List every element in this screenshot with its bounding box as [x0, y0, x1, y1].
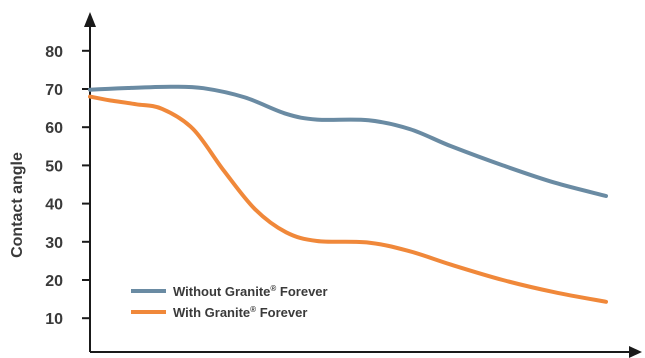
- y-axis-arrow-icon: [84, 12, 96, 27]
- y-tick-label: 80: [45, 44, 63, 61]
- legend-label: Without Granite® Forever: [173, 284, 328, 299]
- legend-label-tail: Forever: [256, 305, 307, 320]
- y-axis-ticks: 10 20 30 40 50 60 70 80: [45, 44, 90, 328]
- y-tick-label: 40: [45, 197, 63, 214]
- series-layer: [88, 84, 608, 304]
- legend-label-main: With Granite: [173, 305, 250, 320]
- x-axis-arrow-icon: [629, 346, 642, 358]
- y-tick-label: 30: [45, 235, 63, 252]
- y-axis-title: Contact angle: [9, 152, 26, 258]
- legend-label-mark: ®: [270, 284, 276, 293]
- legend-label-tail: Forever: [276, 284, 327, 299]
- y-tick-label: 50: [45, 158, 63, 175]
- y-tick-label: 20: [45, 273, 63, 290]
- legend-label: With Granite® Forever: [173, 305, 307, 320]
- series-line-with: [88, 94, 608, 304]
- legend-label-main: Without Granite: [173, 284, 270, 299]
- y-tick-label: 60: [45, 120, 63, 137]
- y-tick-label: 10: [45, 311, 63, 328]
- y-tick-label: 70: [45, 82, 63, 99]
- series-line-without: [88, 84, 608, 198]
- legend-label-mark: ®: [250, 305, 256, 314]
